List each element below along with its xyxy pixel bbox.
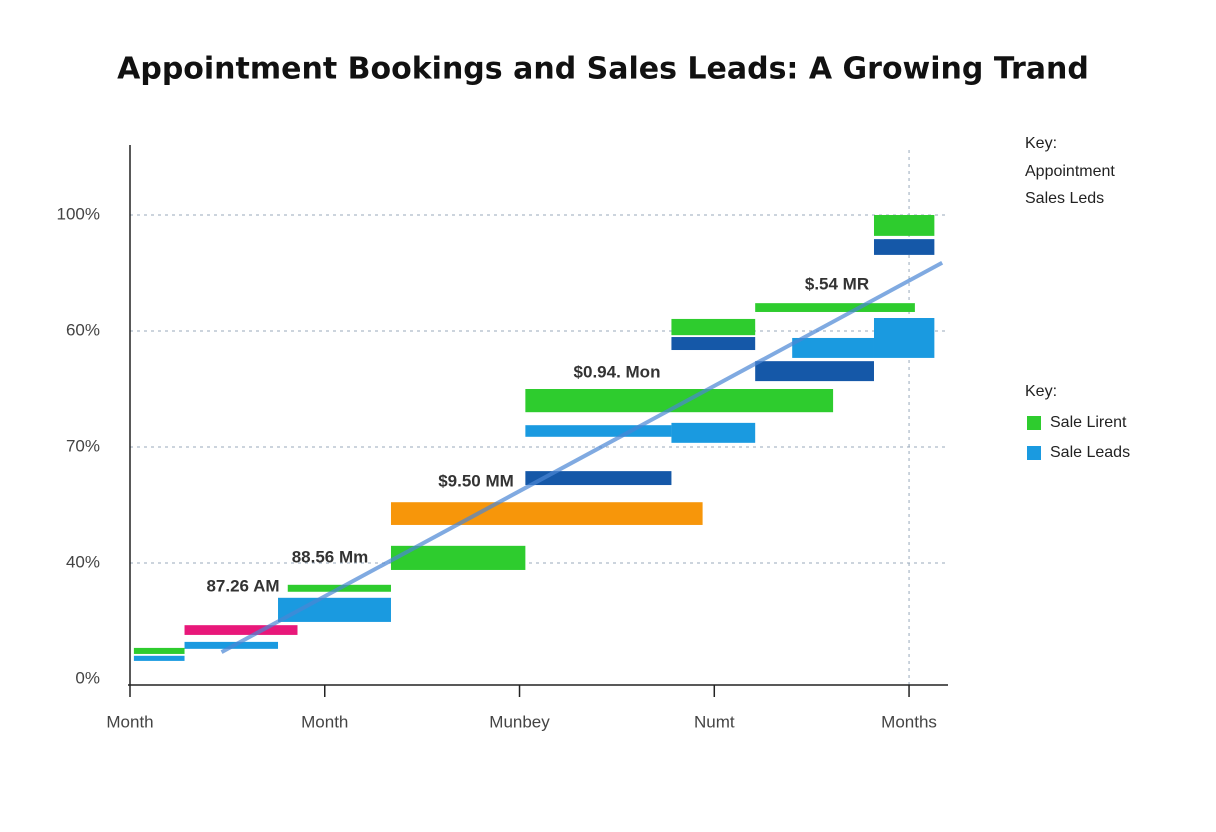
x-tick-label: Numt	[694, 712, 735, 731]
annotation: 87.26 AM	[206, 576, 279, 595]
bar	[873, 215, 935, 236]
legend-label: Sale Leads	[1050, 444, 1130, 461]
y-tick-label: 70%	[66, 436, 100, 455]
legend-swatch	[1027, 416, 1041, 430]
legend-label: Sale Lirent	[1050, 414, 1127, 431]
bar	[873, 318, 935, 358]
bar	[873, 239, 935, 255]
bar	[184, 625, 298, 635]
y-tick-label: 60%	[66, 320, 100, 339]
legend-swatch	[1027, 446, 1041, 460]
bar	[525, 389, 834, 413]
x-tick-label: Munbey	[489, 712, 550, 731]
bar	[390, 502, 703, 525]
bar	[278, 597, 391, 622]
y-tick-label: 0%	[75, 668, 100, 687]
key-item: Appointment	[1025, 163, 1115, 180]
annotation: $.54 MR	[805, 274, 869, 293]
bar	[671, 422, 756, 443]
trend-line	[220, 261, 944, 654]
y-tick-label: 40%	[66, 552, 100, 571]
bar	[671, 337, 756, 351]
key-title: Key:	[1025, 135, 1057, 152]
y-tick-label: 100%	[57, 204, 100, 223]
annotation: $9.50 MM	[438, 471, 514, 490]
key-item: Sales Leds	[1025, 190, 1104, 207]
chart-title: Appointment Bookings and Sales Leads: A …	[117, 52, 1089, 87]
annotation: 88.56 Mm	[292, 547, 369, 566]
bar	[525, 471, 672, 486]
bar	[133, 647, 185, 654]
bar	[792, 337, 874, 358]
legend-title: Key:	[1025, 383, 1057, 400]
bar	[133, 655, 185, 661]
bar	[525, 425, 672, 437]
x-tick-label: Month	[106, 712, 153, 731]
annotation: $0.94. Mon	[574, 362, 661, 381]
x-tick-label: Months	[881, 712, 937, 731]
bar	[755, 303, 915, 312]
bar	[671, 318, 756, 336]
bar	[755, 361, 874, 382]
x-tick-label: Month	[301, 712, 348, 731]
